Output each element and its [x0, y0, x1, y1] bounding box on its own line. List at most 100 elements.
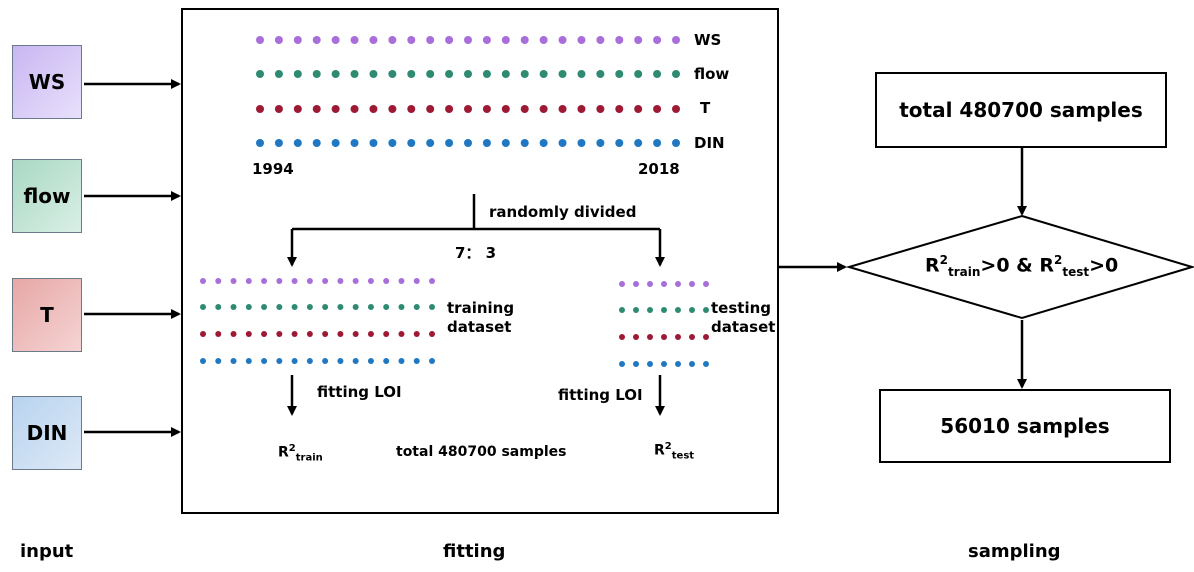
top-t-dot: [653, 105, 662, 113]
train-ws-dot: [413, 278, 420, 284]
test-t-dot: [619, 334, 625, 340]
top-din-dot: [539, 139, 548, 147]
test-ws-dot: [647, 281, 653, 287]
condition-text: R2train>0 & R2test>0: [925, 253, 1118, 279]
train-t-dot: [215, 331, 222, 337]
cond-end: >0: [1089, 254, 1119, 277]
top-t-dot: [388, 105, 397, 113]
year-end: 2018: [638, 160, 680, 178]
top-flow-dot: [293, 70, 302, 78]
fit-train-label: fitting LOI: [317, 383, 402, 401]
top-t-dot: [672, 105, 680, 113]
test-t-dot: [703, 334, 709, 340]
cond-sub-test: test: [1062, 265, 1090, 280]
top-ws-dot: [274, 36, 283, 44]
top-ws-dot: [596, 36, 605, 44]
top-ws-dot: [539, 36, 548, 44]
top-ws-dot: [350, 36, 359, 44]
train-din-dot: [215, 358, 222, 364]
r2-train-base: R: [278, 444, 289, 461]
fit-test-label: fitting LOI: [558, 386, 643, 404]
train-ws-dot: [230, 278, 237, 284]
train-ws-dot: [352, 278, 359, 284]
top-t-dot: [369, 105, 378, 113]
top-ws-dot: [653, 36, 662, 44]
top-ws-dot: [388, 36, 397, 44]
test-flow-dot: [675, 307, 681, 313]
train-t-dot: [383, 331, 390, 337]
train-ws-dot: [276, 278, 283, 284]
test-t-dot: [661, 334, 667, 340]
test-t-dot: [689, 334, 695, 340]
r2-train-sub: train: [295, 452, 323, 464]
top-flow-dot: [350, 70, 359, 78]
sampling-total-box: total 480700 samples: [875, 72, 1167, 148]
top-ws-dot: [634, 36, 643, 44]
train-ws-dot: [245, 278, 252, 284]
train-flow-dot: [215, 304, 222, 310]
train-din-dot: [429, 358, 435, 364]
train-ws-dot: [383, 278, 390, 284]
top-t-dot: [464, 105, 472, 113]
test-t-dot: [647, 334, 653, 340]
test-ws-dot: [703, 281, 709, 287]
train-t-dot: [322, 331, 329, 337]
ratio-label: 7： 3: [455, 244, 497, 262]
train-ws-dot: [306, 278, 313, 284]
cond-sub-train: train: [948, 265, 981, 280]
cond-sup-2: 2: [1054, 253, 1063, 267]
train-din-dot: [200, 358, 206, 364]
test-flow-dot: [703, 307, 709, 313]
train-t-dot: [337, 331, 344, 337]
cond-r-2: R: [1039, 254, 1055, 277]
train-t-dot: [429, 331, 435, 337]
train-din-dot: [413, 358, 420, 364]
arrows: [84, 79, 1027, 437]
train-din-dot: [383, 358, 390, 364]
train-din-dot: [291, 358, 298, 364]
train-din-dot: [261, 358, 268, 364]
top-din-dot: [312, 139, 321, 147]
top-t-dot: [634, 105, 643, 113]
input-t-label: T: [40, 303, 54, 327]
cond-sup-1: 2: [939, 253, 948, 267]
top-flow-dot: [331, 70, 340, 78]
top-din-dot: [482, 139, 491, 147]
test-ws-dot: [689, 281, 695, 287]
top-flow-dot: [426, 70, 435, 78]
top-din-dot: [501, 139, 510, 147]
train-ws-dot: [367, 278, 374, 284]
top-ws-dot: [615, 36, 624, 44]
top-ws-dot: [445, 36, 454, 44]
test-din-dot: [647, 361, 653, 367]
train-ws-dot: [200, 278, 206, 284]
input-flow-box: flow: [12, 159, 82, 233]
top-ws-dot: [672, 36, 680, 44]
test-ws-dot: [661, 281, 667, 287]
top-t-dot: [426, 105, 435, 113]
top-flow-dot: [577, 70, 586, 78]
test-flow-dot: [689, 307, 695, 313]
train-t-dot: [261, 331, 268, 337]
train-t-dot: [398, 331, 405, 337]
top-flow-dot: [256, 70, 264, 78]
test-din-dot: [661, 361, 667, 367]
top-flow-dot: [520, 70, 529, 78]
caption-sampling: sampling: [968, 541, 1061, 562]
input-t-box: T: [12, 278, 82, 352]
cond-mid: >0 &: [980, 254, 1040, 277]
top-ws-dot: [482, 36, 491, 44]
train-ws-dot: [291, 278, 298, 284]
top-t-dot: [256, 105, 264, 113]
year-start: 1994: [252, 160, 294, 178]
total-label: total 480700 samples: [396, 444, 567, 460]
caption-input: input: [20, 541, 74, 562]
input-din-box: DIN: [12, 396, 82, 470]
top-ws-dot: [407, 36, 416, 44]
test-din-dot: [689, 361, 695, 367]
top-din-dot: [388, 139, 397, 147]
testing-label-2: dataset: [711, 318, 776, 336]
top-t-dot: [312, 105, 321, 113]
top-flow-dot: [634, 70, 643, 78]
